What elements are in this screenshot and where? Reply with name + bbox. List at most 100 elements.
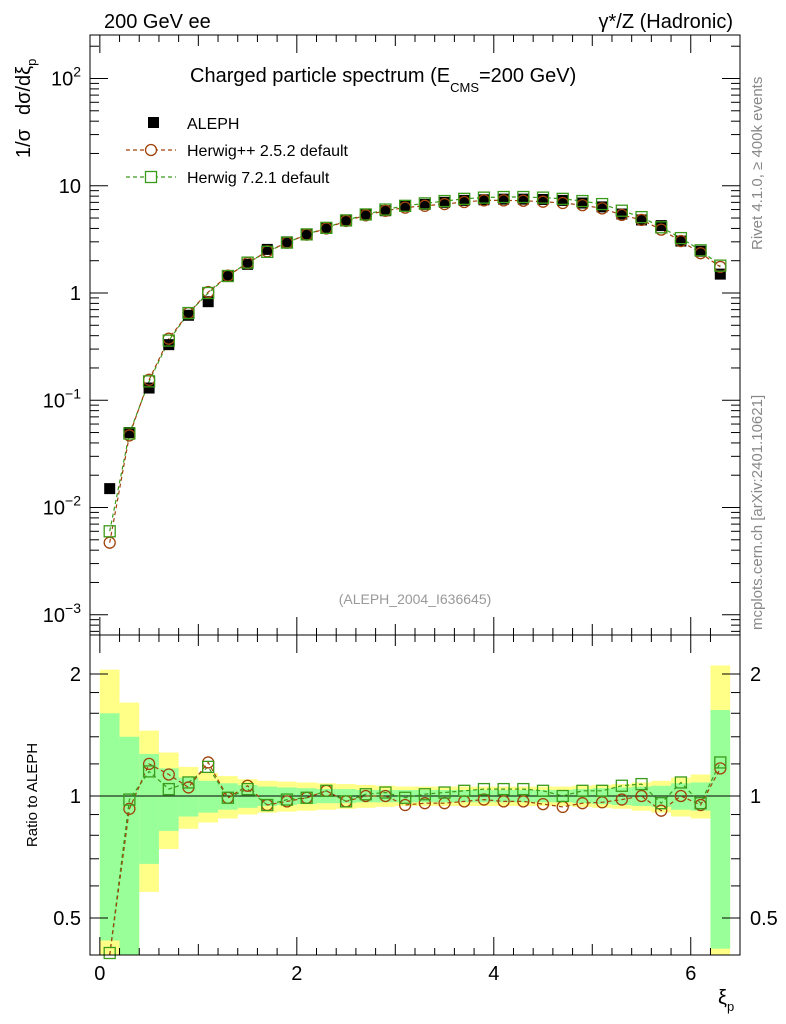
aleph-point (636, 214, 648, 226)
ratio-herwig7-point (359, 788, 372, 801)
ratio-axes: 0.5 0.5 1 1 2 2 0 2 4 6 (53, 635, 778, 985)
ratio-herwig7-point (241, 782, 254, 796)
ratio-ytick-label-left: 0.5 (53, 908, 81, 930)
main-ytick-label: 10−3 (43, 600, 81, 627)
aleph-point (360, 209, 372, 221)
ratio-herwigpp-point (142, 757, 156, 771)
ratio-band-green (99, 713, 120, 941)
main-ytick-label: 10−1 (43, 385, 81, 412)
ratio-herwig7-point (694, 797, 707, 810)
aleph-point (222, 270, 234, 282)
ratio-herwig7-point (162, 782, 175, 796)
aleph-point (320, 222, 332, 234)
herwig7-point (339, 214, 353, 227)
herwig7-point (418, 197, 431, 210)
ratio-herwig7-point (458, 784, 471, 797)
aleph-point (419, 198, 431, 210)
herwig7-point (595, 197, 609, 211)
aleph-point (242, 258, 254, 270)
ratio-herwig7-point (595, 784, 609, 797)
ratio-xlabel: ξp (718, 987, 734, 1014)
herwig7-point (655, 221, 668, 234)
ratio-band-green (710, 710, 731, 949)
aleph-point (123, 427, 135, 439)
main-axes: 10−3 10−2 10−1 1 10 102 (43, 35, 740, 635)
ratio-herwig7-point (103, 946, 116, 960)
ratio-herwigpp-point (536, 797, 550, 811)
herwig7-point (674, 231, 688, 245)
legend-label-aleph: ALEPH (187, 116, 239, 133)
ratio-band-green (198, 780, 219, 813)
ratio-herwigpp-point (635, 789, 648, 803)
ratio-ylabel: Ratio to ALEPH (24, 743, 41, 847)
aleph-point (537, 193, 549, 205)
herwig7-point (103, 525, 116, 538)
ratio-xtick-label: 6 (685, 963, 696, 985)
ratio-herwigpp-point (399, 798, 412, 812)
ratio-ytick-label-right: 1 (750, 786, 761, 808)
chart-title-sub: CMS (450, 80, 479, 95)
chart-title-main: Charged particle spectrum (E (190, 65, 450, 87)
ratio-ytick-label-left: 2 (70, 664, 81, 686)
aleph-point (143, 382, 155, 394)
ratio-band-green (139, 753, 159, 864)
ratio-herwigpp-point (674, 789, 688, 803)
herwig7-point (556, 192, 569, 205)
header-left: 200 GeV ee (104, 11, 211, 33)
aleph-point (261, 243, 273, 255)
chart-title-end: =200 GeV) (479, 65, 576, 87)
main-ytick-label: 10−2 (43, 493, 81, 520)
main-series-lines (109, 196, 721, 543)
herwig7-point (694, 244, 707, 257)
ratio-herwig7-point (576, 784, 589, 797)
legend: ALEPH Herwig++ 2.5.2 default Herwig 7.2.… (126, 116, 349, 187)
main-ytick-label: 10 (59, 176, 81, 198)
herwig7-point (536, 191, 550, 204)
herwig7-point (576, 194, 589, 208)
chart-title: Charged particle spectrum (ECMS=200 GeV) (190, 65, 576, 95)
ratio-herwig7-point (635, 777, 648, 791)
aleph-point (655, 220, 667, 232)
aleph-point (281, 236, 293, 248)
aleph-point (557, 194, 569, 206)
header-right: γ*/Z (Hadronic) (599, 11, 733, 33)
analysis-label: (ALEPH_2004_I636645) (339, 591, 492, 607)
herwig7-point (497, 190, 510, 204)
ratio-herwigpp-point (517, 795, 530, 808)
herwig7-point (517, 190, 530, 204)
legend-label-herwig7: Herwig 7.2.1 default (187, 170, 330, 187)
legend-marker-herwig7 (144, 170, 158, 184)
ratio-herwig7-point (339, 795, 353, 808)
aleph-point (714, 268, 726, 280)
ratio-xlabel-sub: p (727, 999, 734, 1014)
aleph-point (439, 196, 451, 208)
mcplots-label: mcplots.cern.ch [arXiv:2401.10621] (749, 395, 766, 630)
aleph-point (379, 205, 391, 217)
ratio-frame (89, 634, 741, 956)
legend-marker-herwigpp (144, 143, 158, 157)
main-ylabel-b: dσ/dξ (13, 66, 35, 115)
aleph-point (517, 193, 529, 205)
ratio-herwigpp-point (123, 802, 136, 815)
ratio-herwig7-point (714, 756, 727, 769)
ratio-herwigpp-point (497, 795, 510, 808)
ratio-herwig7-point (320, 784, 333, 797)
herwig7-point (221, 269, 235, 283)
main-series-points (103, 190, 727, 549)
herwig7-point (162, 334, 175, 347)
ratio-panel: 0.5 0.5 1 1 2 2 0 2 4 6 Ratio to ALEPH ξp (24, 634, 778, 1014)
aleph-point (340, 214, 352, 226)
ratio-herwig7-point (497, 782, 510, 796)
main-line-herwig7 (109, 196, 721, 532)
legend-label-herwigpp: Herwig++ 2.5.2 default (187, 143, 349, 160)
herwig7-point (714, 259, 727, 272)
aleph-point (675, 235, 687, 247)
ratio-herwigpp-point (615, 793, 628, 806)
ratio-herwigpp-point (418, 797, 431, 810)
herwig7-point (202, 286, 215, 300)
herwig7-point (123, 427, 136, 440)
ratio-herwig7-point (655, 797, 668, 810)
ratio-herwigpp-point (162, 768, 175, 781)
herwig7-point (261, 245, 274, 258)
ratio-herwigpp-point (576, 797, 589, 810)
